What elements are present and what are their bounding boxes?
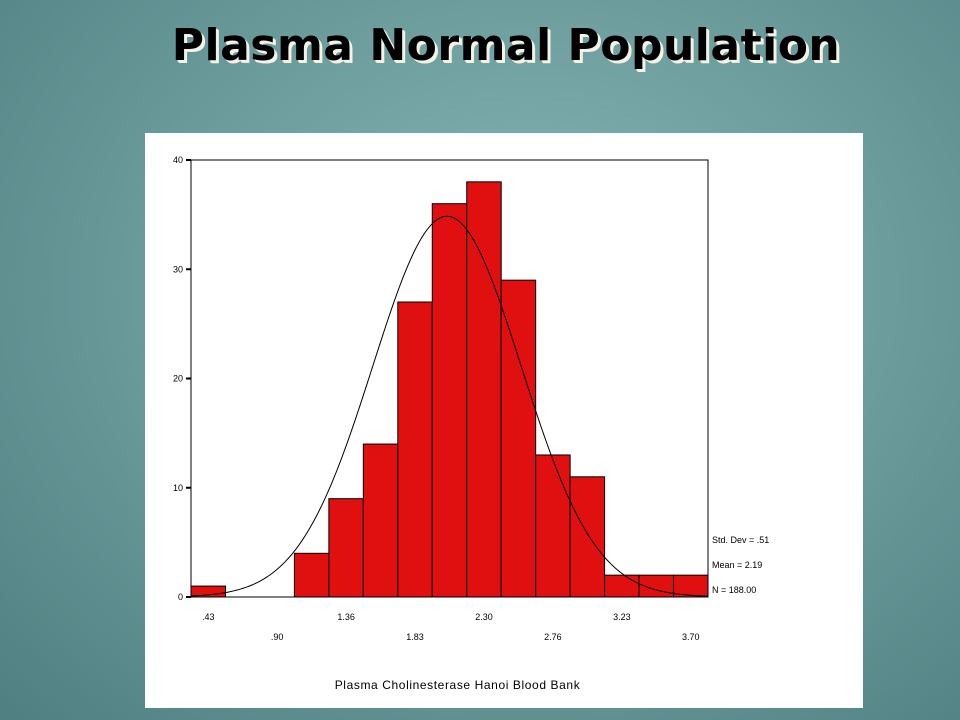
y-tick-label: 30 [173, 264, 183, 274]
y-tick-label: 0 [178, 592, 183, 602]
histogram-bar [362, 443, 399, 598]
histogram-bar [293, 552, 330, 598]
normal-curve [190, 215, 709, 597]
histogram-bar [604, 574, 640, 598]
stats-label: Std. Dev = .51 [712, 535, 769, 545]
x-tick-label: 2.30 [475, 612, 493, 622]
x-tick-label: .90 [271, 632, 284, 642]
histogram-bar [328, 498, 364, 598]
slide-title: Plasma Normal Population [171, 20, 841, 71]
histogram-chart: 0 10 20 30 40 .43 1.36 2.30 3.23 .90 1.83 2.76 3.70 P… [173, 155, 769, 692]
y-tick-label: 10 [173, 483, 183, 493]
stats-label: N = 188.00 [712, 585, 756, 595]
x-axis-label: Plasma Cholinesterase Hanoi Blood Bank [335, 678, 581, 692]
histogram-bar [397, 301, 433, 598]
histogram-bar [569, 476, 606, 598]
x-tick-label: 1.36 [337, 612, 355, 622]
y-tick-label: 20 [173, 374, 183, 384]
histogram-bar [500, 279, 537, 598]
histogram-bar [431, 203, 468, 598]
histogram-bar [535, 454, 571, 598]
y-tick-label: 40 [173, 155, 183, 165]
chart-panel: 0 10 20 30 40 .43 1.36 2.30 3.23 .90 1.83 2.76 3.70 P… [145, 133, 863, 708]
x-tick-label: 3.23 [613, 612, 631, 622]
x-tick-label: 3.70 [682, 632, 700, 642]
x-tick-label: 1.83 [406, 632, 424, 642]
x-tick-label: .43 [202, 612, 215, 622]
x-tick-label: 2.76 [544, 632, 562, 642]
stats-label: Mean = 2.19 [712, 560, 762, 570]
histogram-bar [466, 181, 502, 598]
